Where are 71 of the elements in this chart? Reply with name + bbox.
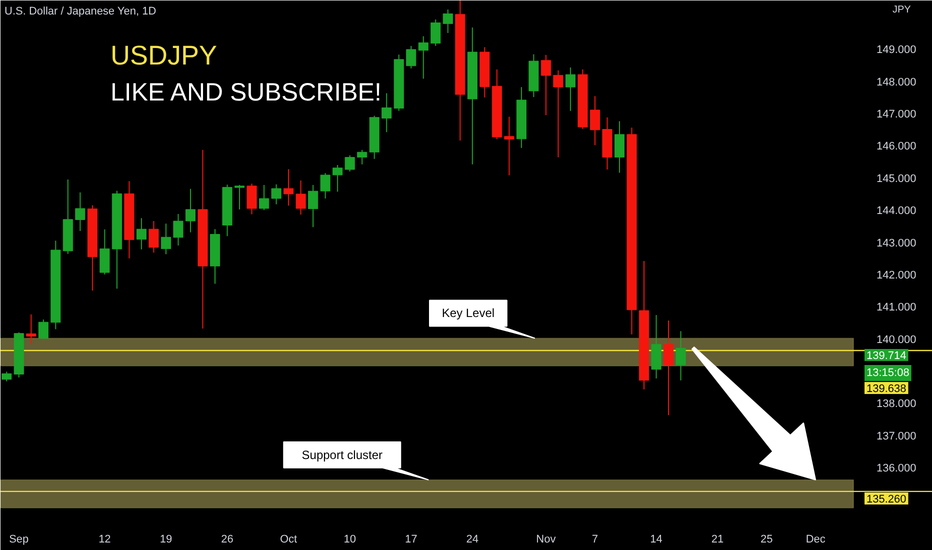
- x-tick-label: 10: [344, 534, 356, 546]
- y-tick-label: 143.000: [876, 237, 916, 250]
- x-tick-label: 24: [466, 534, 479, 546]
- candlestick: [38, 319, 48, 340]
- candlestick: [406, 45, 416, 69]
- x-tick-label: 19: [160, 534, 172, 546]
- candlestick: [590, 96, 600, 146]
- y-tick-label: 145.000: [876, 172, 916, 185]
- y-tick-label: 147.000: [876, 108, 916, 120]
- candlestick: [430, 18, 441, 46]
- y-axis-title: JPY: [892, 4, 912, 16]
- band-label: Support cluster: [302, 448, 383, 462]
- band-label: Key Level: [442, 306, 495, 320]
- candlestick: [75, 192, 86, 232]
- candlestick: [246, 183, 257, 215]
- ref-line-label: 139.638: [866, 383, 906, 396]
- x-tick-label: 12: [98, 534, 111, 546]
- text: USDJPY: [110, 40, 218, 70]
- candlestick: [259, 184, 270, 211]
- x-tick-label: 17: [404, 534, 418, 546]
- ref-line-label: 135.260: [866, 493, 906, 506]
- candlestick: [418, 36, 428, 80]
- candlestick: [160, 223, 171, 255]
- candlestick: [663, 320, 674, 416]
- candlestick: [296, 180, 306, 216]
- candlestick: [234, 184, 245, 210]
- candlestick: [357, 149, 368, 165]
- y-tick-label: 146.000: [876, 140, 916, 153]
- y-tick-label: 144.000: [876, 205, 916, 218]
- candlestick: [308, 184, 318, 228]
- x-tick-label: Sep: [9, 534, 29, 546]
- candlestick: [442, 9, 453, 34]
- chart-title: U.S. Dollar / Japanese Yen, 1D: [4, 6, 156, 18]
- y-tick-label: 136.000: [876, 462, 916, 475]
- x-tick-label: 26: [221, 534, 234, 546]
- x-tick-label: Nov: [536, 534, 556, 546]
- x-tick-label: 7: [592, 534, 598, 546]
- annotation: 139.714: [866, 350, 906, 362]
- x-tick-label: Oct: [280, 534, 298, 546]
- x-tick-label: 21: [711, 534, 724, 546]
- candlestick: [148, 220, 159, 254]
- candlestick: [332, 164, 343, 192]
- candlestick: [504, 116, 514, 176]
- candlestick: [26, 314, 36, 344]
- y-tick-label: 138.000: [876, 398, 916, 410]
- y-tick-label: 142.000: [876, 269, 916, 282]
- x-tick-label: Dec: [806, 534, 826, 546]
- candlestick: [614, 120, 625, 174]
- candlestick: [136, 218, 146, 250]
- candlestick: [185, 188, 196, 233]
- y-tick-label: 140.000: [876, 334, 916, 346]
- candlestick: [2, 371, 12, 382]
- candlestick: [565, 66, 576, 112]
- candlestick: [284, 168, 294, 206]
- candlestick: [100, 228, 110, 275]
- candlestick: [320, 172, 330, 199]
- annotation: 13:15:08: [866, 367, 910, 380]
- candlestick: [540, 54, 551, 116]
- y-tick-label: 141.000: [876, 302, 916, 314]
- x-tick-label: 25: [760, 534, 773, 546]
- candlestick: [344, 154, 355, 172]
- annotation: LIKE AND SUBSCRIBE!: [110, 78, 382, 106]
- candlestick: [271, 184, 282, 205]
- y-tick-label: 148.000: [876, 76, 916, 88]
- candlestick: [676, 330, 686, 381]
- x-tick-label: 14: [650, 534, 662, 546]
- y-tick-label: 137.000: [876, 430, 916, 442]
- candlestick: [173, 213, 184, 246]
- y-tick-label: 149.000: [876, 44, 916, 56]
- candlestick: [382, 92, 392, 133]
- candlestick: [553, 70, 564, 158]
